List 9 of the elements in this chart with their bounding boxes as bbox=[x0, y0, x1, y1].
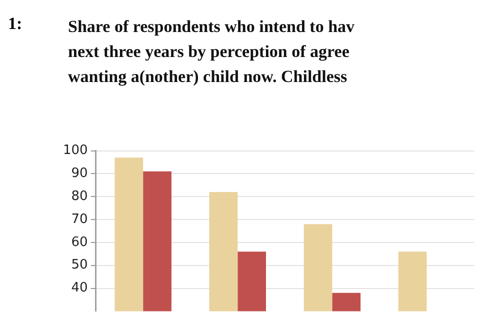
y-tick-label: 40 bbox=[71, 280, 88, 296]
y-tick-label: 50 bbox=[71, 258, 88, 273]
y-tick-label: 100 bbox=[62, 143, 88, 158]
chart-title: Share of respondents who intend to hav next three years by perception of agree wanting a(nother) child now. Childless bbox=[68, 16, 356, 88]
y-tick-label: 80 bbox=[71, 189, 88, 204]
y-tick-label: 90 bbox=[71, 166, 88, 182]
text: 1: bbox=[8, 14, 22, 33]
y-tick-label: 60 bbox=[71, 234, 88, 250]
y-tick-label: 70 bbox=[71, 212, 88, 227]
